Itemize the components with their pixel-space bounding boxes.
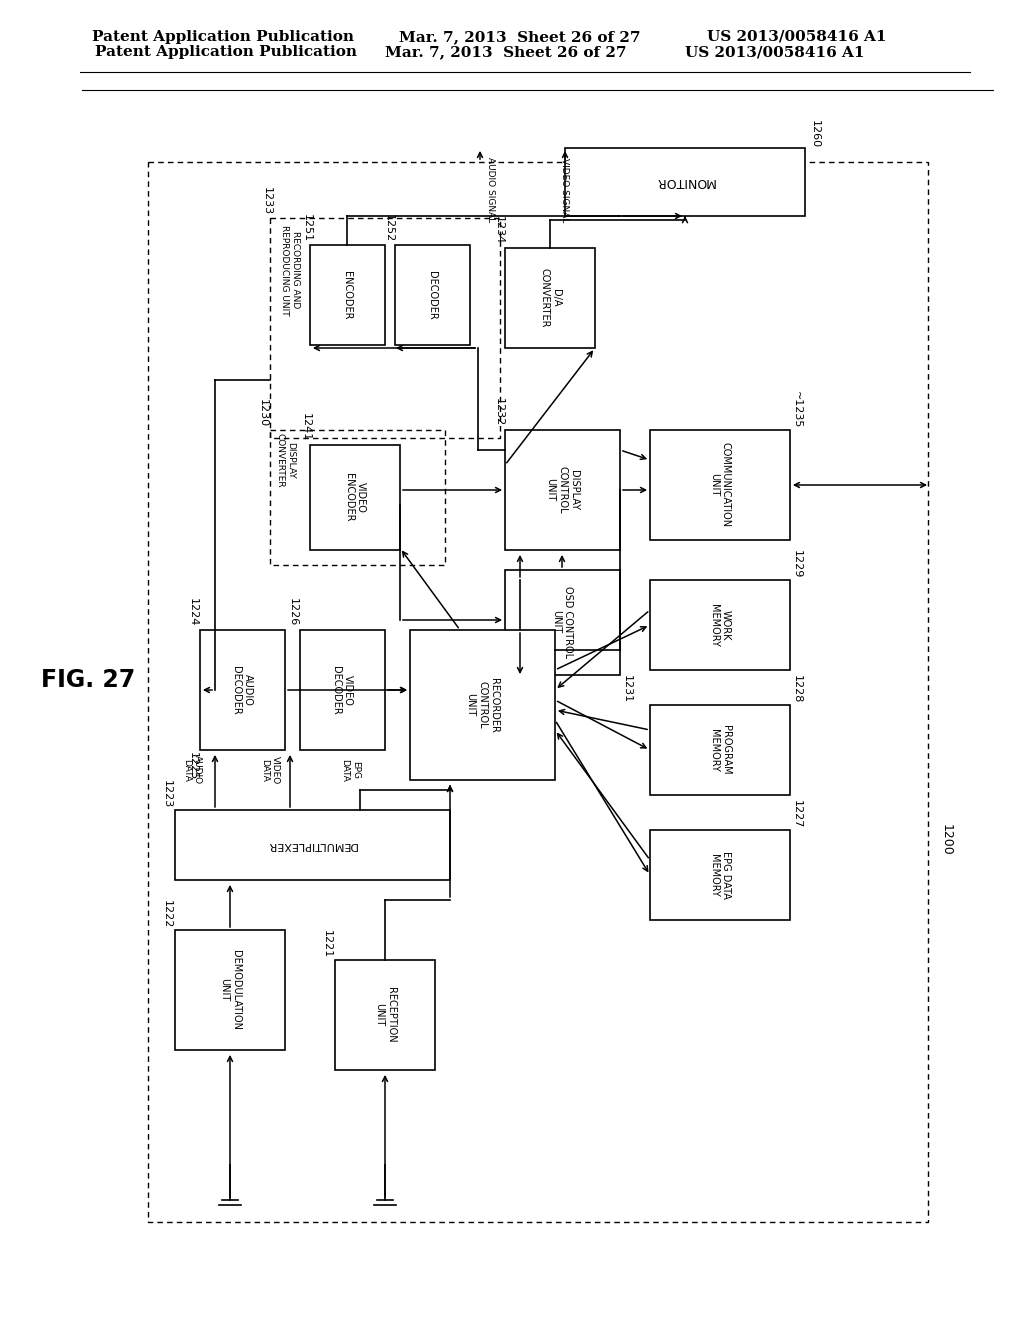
Bar <box>310 246 385 345</box>
Text: ~1235: ~1235 <box>792 391 802 428</box>
Text: 1233: 1233 <box>262 187 272 215</box>
Text: RECORDER
CONTROL
UNIT: RECORDER CONTROL UNIT <box>465 677 499 733</box>
Bar <box>410 630 555 780</box>
Text: WORK
MEMORY: WORK MEMORY <box>710 603 731 647</box>
Text: 1260: 1260 <box>810 120 820 148</box>
Text: DEMULTIPLEXER: DEMULTIPLEXER <box>267 840 357 850</box>
Text: 1223: 1223 <box>162 780 172 808</box>
Text: VIDEO
DECODER: VIDEO DECODER <box>331 665 353 714</box>
Text: 1234: 1234 <box>494 215 504 244</box>
Text: 1241: 1241 <box>301 413 311 441</box>
Text: AUDIO SIGNAL: AUDIO SIGNAL <box>485 157 495 223</box>
Text: FIG. 27: FIG. 27 <box>41 668 135 692</box>
Text: 1231: 1231 <box>622 675 632 704</box>
Text: COMMUNICATION
UNIT: COMMUNICATION UNIT <box>710 442 731 528</box>
Text: DEMODULATION
UNIT: DEMODULATION UNIT <box>219 950 241 1030</box>
Bar <box>505 430 620 550</box>
Bar <box>650 579 790 671</box>
Text: VIDEO
DATA: VIDEO DATA <box>260 756 280 784</box>
Bar <box>335 960 435 1071</box>
Bar <box>270 430 445 565</box>
Text: VIDEO
ENCODER: VIDEO ENCODER <box>344 473 366 521</box>
Text: Mar. 7, 2013  Sheet 26 of 27: Mar. 7, 2013 Sheet 26 of 27 <box>399 30 641 44</box>
Text: 1221: 1221 <box>322 929 332 958</box>
Text: 1226: 1226 <box>288 598 298 626</box>
Text: 1200: 1200 <box>940 824 953 855</box>
Bar <box>175 931 285 1049</box>
Text: VIDEO SIGNAL: VIDEO SIGNAL <box>560 158 569 222</box>
Text: RECEPTION
UNIT: RECEPTION UNIT <box>374 987 396 1043</box>
Text: 1222: 1222 <box>162 900 172 928</box>
Text: 1225: 1225 <box>188 752 198 780</box>
Text: DISPLAY
CONVERTER: DISPLAY CONVERTER <box>275 433 295 487</box>
Text: 1232: 1232 <box>494 397 504 426</box>
Text: US 2013/0058416 A1: US 2013/0058416 A1 <box>685 45 864 59</box>
Bar <box>565 148 805 216</box>
Text: PROGRAM
MEMORY: PROGRAM MEMORY <box>710 725 731 775</box>
Text: OSD CONTROL
UNIT: OSD CONTROL UNIT <box>551 586 572 659</box>
Bar <box>505 570 620 675</box>
Text: 1224: 1224 <box>188 598 198 626</box>
Text: 1230: 1230 <box>258 399 268 426</box>
Text: D/A
CONVERTER: D/A CONVERTER <box>540 268 561 327</box>
Bar <box>200 630 285 750</box>
Bar <box>175 810 450 880</box>
Text: DECODER: DECODER <box>427 271 437 319</box>
Bar <box>650 830 790 920</box>
Bar <box>148 162 928 1222</box>
Text: 1251: 1251 <box>302 214 312 242</box>
Text: MONITOR: MONITOR <box>655 176 715 189</box>
Text: AUDIO
DATA: AUDIO DATA <box>182 755 202 784</box>
Text: AUDIO
DECODER: AUDIO DECODER <box>231 665 253 714</box>
Text: 1227: 1227 <box>792 800 802 828</box>
Text: ENCODER: ENCODER <box>342 271 352 319</box>
Text: Patent Application Publication: Patent Application Publication <box>95 45 357 59</box>
Text: Patent Application Publication: Patent Application Publication <box>92 30 354 44</box>
Bar <box>270 218 500 438</box>
Text: Mar. 7, 2013  Sheet 26 of 27: Mar. 7, 2013 Sheet 26 of 27 <box>385 45 627 59</box>
Bar <box>505 248 595 348</box>
Text: DISPLAY
CONTROL
UNIT: DISPLAY CONTROL UNIT <box>546 466 579 513</box>
Text: US 2013/0058416 A1: US 2013/0058416 A1 <box>707 30 886 44</box>
Text: 1229: 1229 <box>792 549 802 578</box>
Bar <box>650 430 790 540</box>
Bar <box>395 246 470 345</box>
Text: 1252: 1252 <box>384 214 394 242</box>
Bar <box>650 705 790 795</box>
Text: 1228: 1228 <box>792 675 802 704</box>
Bar <box>310 445 400 550</box>
Text: EPG DATA
MEMORY: EPG DATA MEMORY <box>710 851 731 899</box>
Text: RECORDING AND
REPRODUCING UNIT: RECORDING AND REPRODUCING UNIT <box>281 224 300 315</box>
Text: EPG
DATA: EPG DATA <box>340 759 359 781</box>
Bar <box>300 630 385 750</box>
